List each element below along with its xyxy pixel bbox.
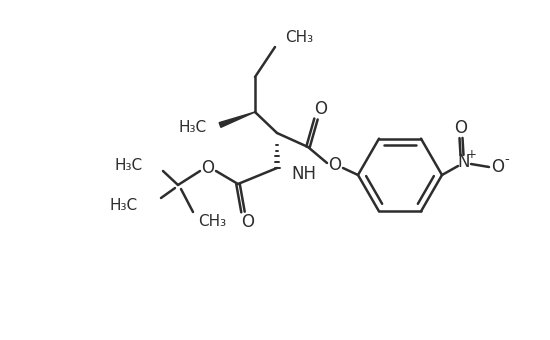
Text: O: O — [315, 100, 327, 118]
Polygon shape — [219, 112, 255, 128]
Text: N: N — [458, 153, 470, 171]
Text: +: + — [467, 149, 477, 162]
Text: H₃C: H₃C — [179, 119, 207, 135]
Text: NH: NH — [291, 165, 316, 183]
Text: O: O — [328, 156, 342, 174]
Text: H₃C: H₃C — [115, 157, 143, 172]
Text: -: - — [505, 153, 509, 167]
Text: O: O — [454, 119, 467, 137]
Text: O: O — [492, 158, 504, 176]
Text: O: O — [241, 213, 255, 231]
Text: CH₃: CH₃ — [285, 31, 313, 46]
Text: H₃C: H₃C — [110, 198, 138, 212]
Text: O: O — [201, 159, 214, 177]
Text: CH₃: CH₃ — [198, 215, 226, 230]
